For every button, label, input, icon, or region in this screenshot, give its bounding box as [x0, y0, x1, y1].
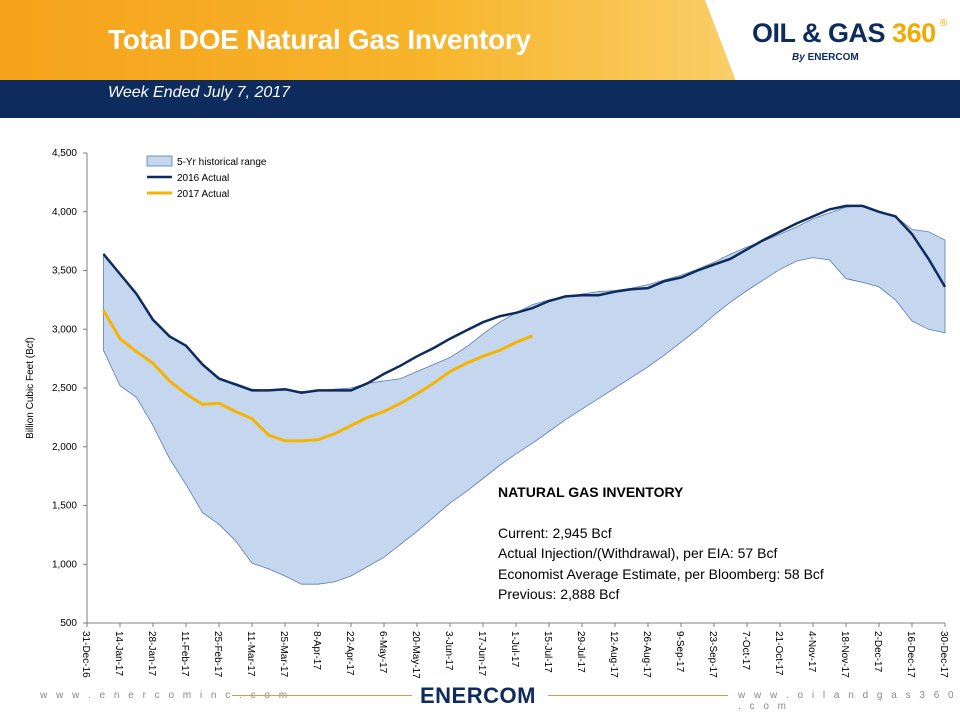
- logo-registered-mark: ®: [940, 18, 948, 29]
- x-tick-label: 31-Dec-16: [80, 631, 91, 678]
- x-tick-label: 15-Jul-17: [542, 631, 553, 673]
- x-tick-label: 4-Nov-17: [806, 631, 817, 673]
- legend-label-2016: 2016 Actual: [177, 173, 229, 184]
- subtitle-banner: [0, 80, 960, 118]
- y-tick-label: 4,500: [52, 148, 77, 159]
- x-tick-label: 26-Aug-17: [641, 631, 652, 678]
- footer-divider-left: [232, 695, 412, 696]
- inventory-info-box: NATURAL GAS INVENTORY Current: 2,945 Bcf…: [498, 482, 824, 605]
- x-tick-label: 1-Jul-17: [509, 631, 520, 668]
- x-tick-label: 14-Jan-17: [113, 631, 124, 676]
- y-tick-label: 3,000: [52, 324, 77, 335]
- enercom-logo: ENERCOM: [420, 683, 536, 709]
- x-tick-label: 21-Oct-17: [773, 631, 784, 676]
- info-actual-injection: Actual Injection/(Withdrawal), per EIA: …: [498, 545, 778, 561]
- legend-swatch-range: [146, 155, 173, 167]
- y-tick-label: 2,500: [52, 383, 77, 394]
- inventory-chart: 500 1,000 1,500 2,000 2,500 3,000 3,500 4,000 4,…: [25, 148, 949, 678]
- x-tick-label: 3-Jun-17: [443, 631, 454, 671]
- x-tick-label: 11-Feb-17: [179, 631, 190, 677]
- logo-panel: [705, 0, 960, 80]
- info-current: Current: 2,945 Bcf: [498, 524, 612, 541]
- enercom-logo-text: ENERCOM: [420, 683, 536, 708]
- x-tick-label: 9-Sep-17: [674, 631, 685, 673]
- x-tick-label: 23-Sep-17: [707, 631, 718, 678]
- info-heading: NATURAL GAS INVENTORY: [498, 484, 684, 500]
- x-tick-label: 11-Mar-17: [245, 631, 256, 677]
- page-subtitle: Week Ended July 7, 2017: [108, 84, 291, 101]
- enercominc-url[interactable]: w w w . e n e r c o m i n c . c o m: [40, 690, 291, 701]
- info-previous: Previous: 2,888 Bcf: [498, 586, 620, 602]
- x-tick-label: 12-Aug-17: [608, 631, 619, 678]
- x-tick-label: 22-Apr-17: [344, 631, 355, 676]
- y-tick-label: 3,500: [52, 266, 77, 277]
- y-tick-label: 1,500: [52, 501, 77, 512]
- line-2017-actual: [102, 309, 534, 443]
- x-tick-label: 7-Oct-17: [740, 631, 751, 670]
- y-tick-label: 1,000: [52, 559, 77, 570]
- logo-number: 360: [892, 18, 936, 48]
- y-tick-label: 500: [60, 618, 77, 629]
- logo-byline: By ENERCOM: [792, 52, 859, 63]
- y-tick-label: 2,000: [52, 442, 77, 453]
- logo-by: By: [792, 52, 805, 63]
- legend-label-range: 5-Yr historical range: [177, 157, 267, 168]
- x-tick-label: 8-Apr-17: [311, 631, 322, 670]
- x-tick-label: 28-Jan-17: [146, 631, 157, 676]
- x-tick-label: 25-Feb-17: [212, 631, 223, 678]
- logo-text: OIL & GAS: [752, 18, 886, 48]
- page-title: Total DOE Natural Gas Inventory: [108, 24, 531, 55]
- historical-range-band: [103, 205, 946, 585]
- x-tick-label: 17-Jun-17: [476, 631, 487, 676]
- logo-company: ENERCOM: [807, 52, 859, 63]
- plot-area: 500 1,000 1,500 2,000 2,500 3,000 3,500 4,000 4,…: [25, 148, 949, 678]
- x-tick-label: 18-Nov-17: [839, 631, 850, 678]
- x-tick-label: 30-Dec-17: [938, 631, 949, 678]
- x-tick-label: 29-Jul-17: [575, 631, 586, 673]
- legend-label-2017: 2017 Actual: [177, 189, 229, 200]
- line-2016-actual: [102, 204, 947, 394]
- x-tick-label: 16-Dec-17: [905, 631, 916, 678]
- x-tick-label: 6-May-17: [377, 631, 388, 674]
- oilandgas360-url[interactable]: w w w . o i l a n d g a s 3 6 0 . c o m: [738, 690, 957, 712]
- info-economist-estimate: Economist Average Estimate, per Bloomber…: [498, 565, 824, 582]
- x-tick-label: 25-Mar-17: [278, 631, 289, 678]
- footer-divider-right: [548, 695, 728, 696]
- y-axis-label: Billion Cubic Feet (Bcf): [25, 337, 36, 439]
- oil-gas-360-logo: OIL & GAS 360: [752, 18, 936, 49]
- x-tick-label: 20-May-17: [410, 631, 421, 678]
- x-tick-label: 2-Dec-17: [872, 631, 883, 673]
- y-tick-label: 4,000: [52, 207, 77, 218]
